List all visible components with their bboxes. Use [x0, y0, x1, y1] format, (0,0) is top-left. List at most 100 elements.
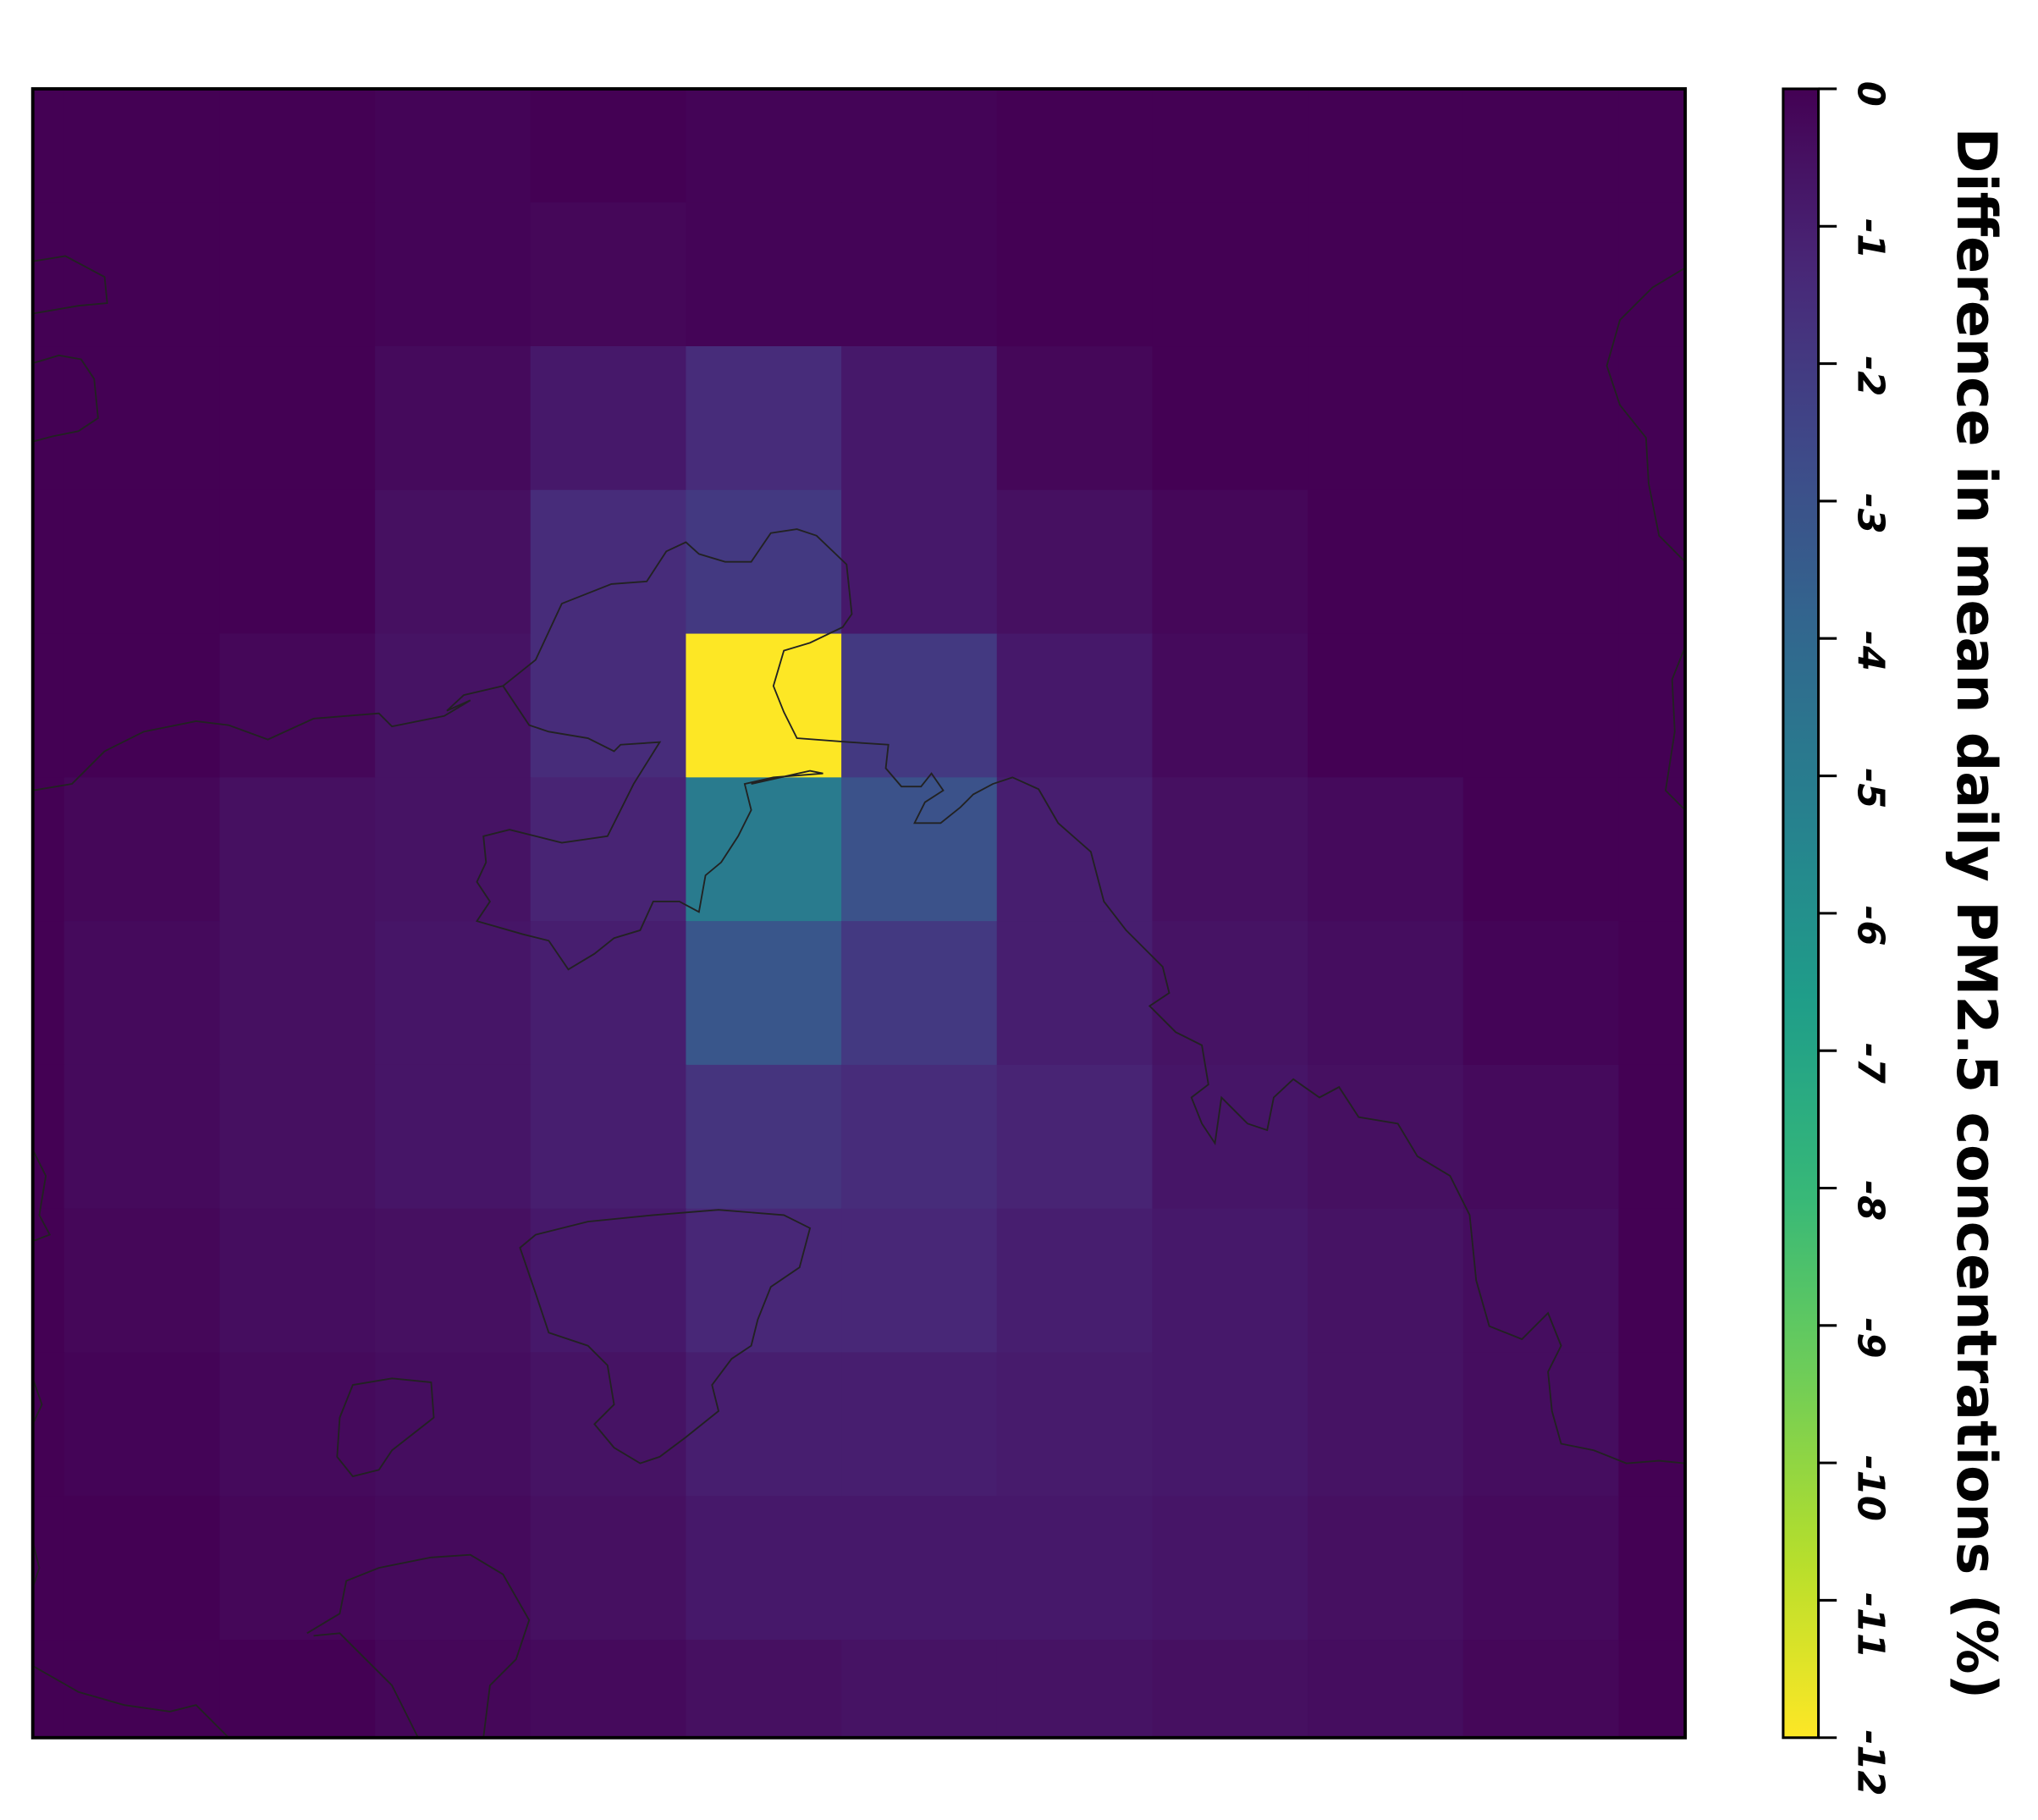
heatmap-cell [841, 777, 998, 923]
heatmap-cell [32, 1496, 65, 1641]
heatmap-cell [1152, 1208, 1309, 1354]
heatmap-cell [841, 346, 998, 491]
heatmap-cell [375, 88, 532, 204]
heatmap-cell [1618, 1208, 1686, 1354]
heatmap-cell [1308, 88, 1464, 204]
coastline [1665, 646, 1686, 811]
coastline [1606, 267, 1686, 563]
coastline [336, 1377, 435, 1478]
heatmap-cell [1152, 489, 1309, 635]
heatmap-cell [1308, 1208, 1464, 1354]
heatmap-cell [32, 346, 65, 491]
coastline [32, 255, 108, 315]
heatmap-cell [1462, 88, 1620, 204]
heatmap-cell [841, 1064, 998, 1210]
heatmap-cell [1308, 633, 1464, 779]
colorbar-tick-label: -3 [1849, 494, 1892, 534]
heatmap-cell [375, 346, 532, 491]
colorbar [1782, 87, 1820, 1740]
heatmap-cell [375, 921, 532, 1066]
heatmap-cell [996, 202, 1154, 347]
heatmap-cell [841, 921, 998, 1066]
heatmap-cell [375, 1496, 532, 1641]
plot-frame [30, 87, 1688, 1740]
heatmap-cell [686, 1496, 843, 1641]
heatmap-cell [1462, 1640, 1620, 1738]
heatmap-cell [686, 202, 843, 347]
heatmap-cell [219, 489, 377, 635]
heatmap-cell [841, 489, 998, 635]
coastline [519, 1209, 812, 1464]
colorbar-tick-label: -9 [1849, 1318, 1892, 1359]
colorbar-ticks: 0 -1 -2 -3 -4 -5 -6 -7 -8 -9 -10 -11 -12 [1818, 81, 1892, 1796]
heatmap-cell [1618, 633, 1686, 779]
heatmap-cell [219, 1064, 377, 1210]
heatmap-cell [1308, 1640, 1464, 1738]
heatmap-cell [63, 346, 221, 491]
heatmap-cell [996, 1352, 1154, 1497]
heatmap-cell [63, 777, 221, 923]
heatmap-cell [1462, 1064, 1620, 1210]
heatmap-cell [996, 921, 1154, 1066]
colorbar-tick-label: -4 [1849, 631, 1892, 671]
heatmap-cell [375, 777, 532, 923]
heatmap-cell [530, 921, 687, 1066]
heatmap-cell [1152, 346, 1309, 491]
heatmap-cell [530, 1064, 687, 1210]
heatmap-cell [530, 88, 687, 204]
coastlines [32, 255, 1686, 1738]
heatmap-cell [1462, 346, 1620, 491]
heatmap-cell [996, 1496, 1154, 1641]
heatmap-cell [375, 1208, 532, 1354]
coastline [32, 1149, 52, 1243]
heatmap-cell [1618, 921, 1686, 1066]
heatmap-cell [1308, 921, 1464, 1066]
heatmap-cell [686, 346, 843, 491]
heatmap-cell [219, 202, 377, 347]
heatmap-cell [1462, 1208, 1620, 1354]
heatmap-cell [375, 489, 532, 635]
coastline [32, 354, 99, 443]
heatmap-cell [32, 489, 65, 635]
heatmap-cell [996, 1064, 1154, 1210]
colorbar-tick-label: 0 [1849, 81, 1892, 107]
heatmap-cell [686, 1352, 843, 1497]
colorbar-tick-label: -8 [1849, 1180, 1892, 1221]
heatmap-cell [219, 633, 377, 779]
heatmap-cell [996, 88, 1154, 204]
heatmap-cell [1462, 1352, 1620, 1497]
colorbar-tick-label: -10 [1849, 1455, 1892, 1521]
heatmap-cell [996, 1208, 1154, 1354]
colorbar-tick-label: -12 [1849, 1730, 1892, 1796]
heatmap-cell [1462, 777, 1620, 923]
heatmap-cell [1462, 921, 1620, 1066]
heatmap-cell [841, 88, 998, 204]
heatmap-cell [32, 633, 65, 779]
heatmap-cell [530, 1208, 687, 1354]
heatmap-cell [841, 1208, 998, 1354]
heatmap-cell [1618, 489, 1686, 635]
colorbar-tick-label: -5 [1849, 768, 1892, 808]
heatmap-cell [63, 633, 221, 779]
heatmap-cell [686, 1208, 843, 1354]
heatmap-cell [530, 346, 687, 491]
colorbar-tick-label: -7 [1849, 1043, 1892, 1084]
heatmap-cell [1308, 1064, 1464, 1210]
heatmap-cell [63, 1640, 221, 1738]
heatmap-cell [841, 1640, 998, 1738]
colorbar-tick-label: -1 [1849, 218, 1892, 259]
heatmap-cell [63, 88, 221, 204]
heatmap-cell [63, 1208, 221, 1354]
coastline [32, 1378, 43, 1588]
heatmap-cell [686, 633, 843, 779]
heatmap-cell [32, 921, 65, 1066]
heatmap-cell [530, 633, 687, 779]
heatmap-cell [1618, 88, 1686, 204]
heatmap-cell [1152, 777, 1309, 923]
coastline [476, 685, 823, 971]
heatmap-cell [32, 202, 65, 347]
heatmap-cell [32, 88, 65, 204]
colorbar-tick-label: -6 [1849, 906, 1892, 946]
colorbar-tick-label: -11 [1849, 1592, 1892, 1658]
